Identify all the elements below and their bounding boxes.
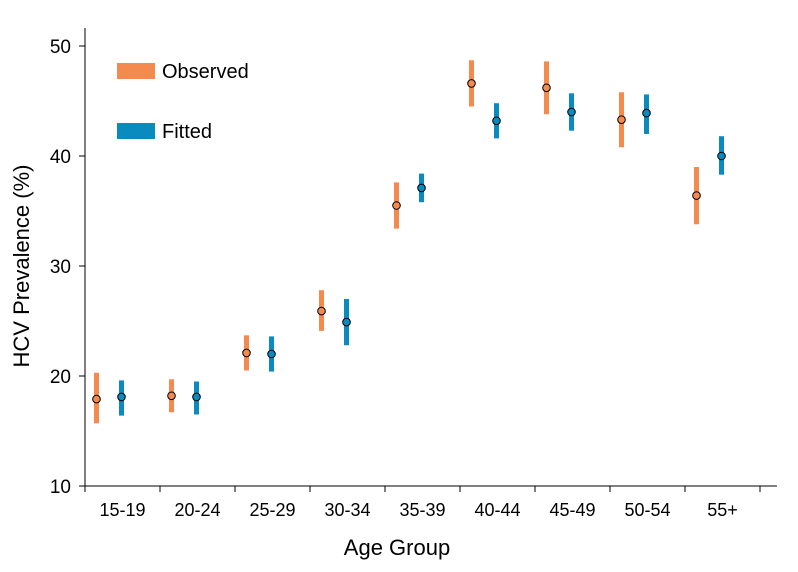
- x-tick-label: 20-24: [174, 500, 220, 520]
- x-tick-label: 55+: [707, 500, 738, 520]
- plot-marks: [92, 60, 726, 424]
- data-point: [617, 115, 626, 124]
- x-tick-label: 35-39: [399, 500, 445, 520]
- x-tick-label: 25-29: [249, 500, 295, 520]
- series-observed: [92, 60, 701, 424]
- data-point: [342, 317, 351, 327]
- y-tick-label: 20: [50, 367, 71, 388]
- data-point: [567, 107, 576, 117]
- data-point: [392, 201, 401, 210]
- data-point: [92, 394, 101, 404]
- legend-swatch-fitted: [117, 123, 155, 139]
- y-tick-label: 30: [50, 257, 71, 278]
- data-point: [467, 79, 476, 88]
- data-point: [167, 391, 176, 401]
- x-tick-label: 45-49: [549, 500, 595, 520]
- data-point: [692, 191, 701, 200]
- data-point: [642, 108, 651, 118]
- x-tick-label: 30-34: [324, 500, 370, 520]
- series-fitted: [117, 93, 726, 416]
- x-tick-label: 15-19: [99, 500, 145, 520]
- data-point: [117, 392, 126, 402]
- data-point: [492, 116, 501, 126]
- data-point: [192, 392, 201, 402]
- data-point: [267, 349, 276, 359]
- y-tick-label: 40: [50, 147, 71, 168]
- data-point: [717, 151, 726, 161]
- data-point: [317, 306, 326, 316]
- data-point: [542, 83, 551, 93]
- axes: [84, 28, 777, 487]
- data-point: [242, 348, 251, 358]
- legend: Observed Fitted: [117, 61, 249, 143]
- legend-label-observed: Observed: [162, 61, 249, 83]
- legend-swatch-observed: [117, 63, 155, 79]
- x-tick-label: 50-54: [624, 500, 670, 520]
- data-point: [417, 183, 426, 193]
- y-ticks: 10 20 30 40 50: [50, 37, 85, 498]
- legend-label-fitted: Fitted: [162, 121, 212, 143]
- y-tick-label: 10: [50, 477, 71, 498]
- y-tick-label: 50: [50, 37, 71, 58]
- x-tick-label: 40-44: [474, 500, 520, 520]
- x-ticks: 15-19 20-24 25-29 30-34 35-39 40-44 45-49 50-54…: [84, 486, 761, 520]
- x-axis-label: Age Group: [344, 535, 450, 560]
- y-axis-label: HCV Prevalence (%): [9, 165, 34, 368]
